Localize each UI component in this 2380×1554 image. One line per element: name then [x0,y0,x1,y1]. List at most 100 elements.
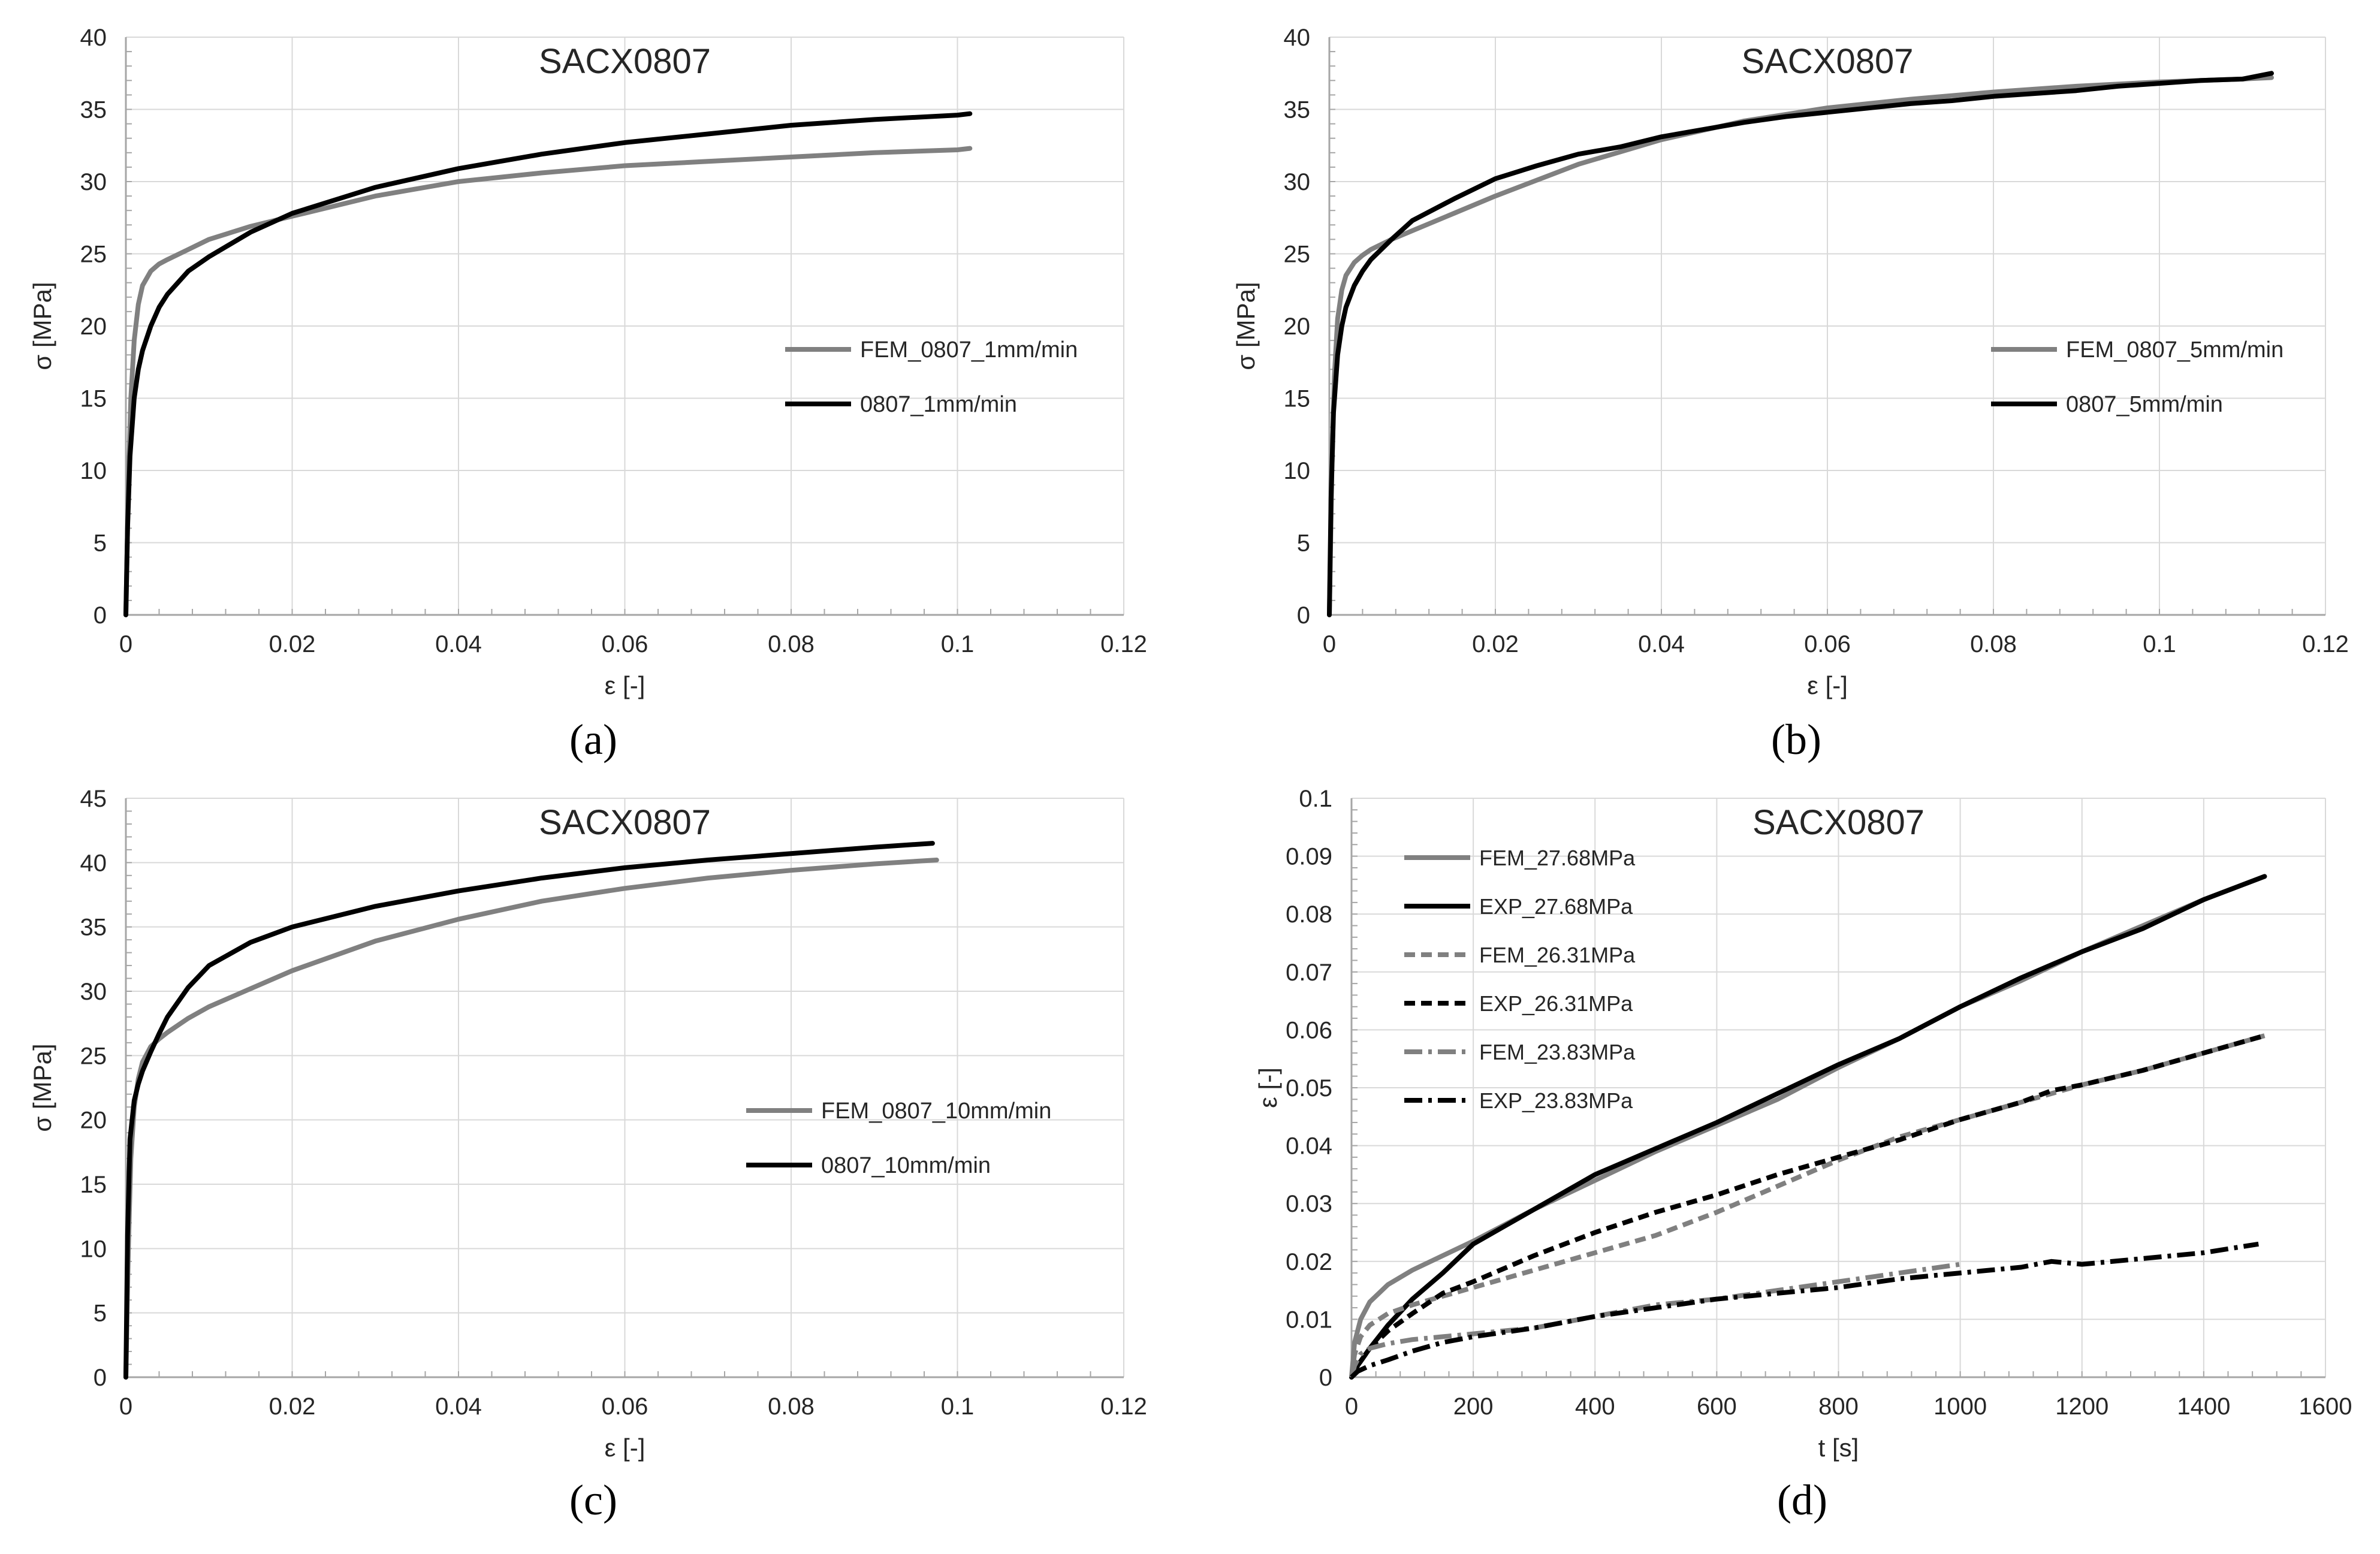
y-tick-label: 0.09 [1286,844,1332,870]
x-tick-label: 0.1 [941,1393,975,1420]
chart-panel-a: 0 5 10 15 20 25 30 35 40 0 0.02 0.04 0.06 0.08 0.1 0.12… [28,25,1147,764]
y-tick-label: 0.07 [1286,959,1332,986]
chart-panel-d: 0 0.01 0.02 0.03 0.04 0.05 0.06 0.07 0.08 0.09 0.1… [1254,786,2352,1524]
y-axis-label: ε [-] [1254,1067,1282,1108]
x-tick-label: 0.04 [435,631,482,657]
y-tick-label: 5 [93,1300,107,1327]
y-tick-label: 0.08 [1286,901,1332,928]
panel-label: (a) [569,716,617,764]
x-tick-label: 0 [119,1393,132,1420]
x-axis-label: ε [-] [605,1434,645,1462]
y-tick-label: 25 [80,242,107,268]
legend-label: 0807_5mm/min [2066,392,2223,417]
y-tick-label: 30 [1284,169,1311,195]
y-tick-label: 20 [80,313,107,340]
x-tick-label: 0.08 [768,631,815,657]
x-tick-label: 800 [1818,1393,1859,1420]
series-line [1349,1033,2266,1378]
y-tick-label: 15 [80,386,107,412]
legend-label: 0807_1mm/min [860,392,1017,417]
x-tick-label: 0.04 [1638,631,1685,657]
legend-label: FEM_0807_5mm/min [2066,337,2284,363]
x-tick-label: 600 [1697,1393,1737,1420]
chart-title: SACX0807 [539,42,711,81]
x-axis-label: ε [-] [1807,671,1848,699]
x-tick-label: 0.12 [1100,631,1147,657]
x-tick-label: 400 [1575,1393,1615,1420]
y-tick-label: 40 [80,25,107,51]
legend-label: FEM_0807_10mm/min [821,1099,1051,1124]
x-tick-label: 0 [119,631,132,657]
x-tick-label: 0.1 [941,631,975,657]
y-tick-label: 0.1 [1299,786,1332,812]
x-tick-label: 1000 [1933,1393,1987,1420]
series-line [123,841,935,1380]
y-tick-label: 0 [93,1365,107,1391]
series-line [123,111,973,617]
y-tick-label: 0.05 [1286,1075,1332,1102]
x-tick-label: 0.12 [2302,631,2349,657]
y-tick-label: 0.02 [1286,1249,1332,1275]
chart-panel-b: 0 5 10 15 20 25 30 35 40 0 0.02 0.04 0.06 0.08 0.1 0.12… [1232,25,2349,764]
x-tick-label: 0 [1323,631,1336,657]
legend-label: EXP_23.83MPa [1479,1088,1633,1113]
legend-label: EXP_26.31MPa [1479,991,1633,1016]
x-tick-label: 1600 [2299,1393,2352,1420]
y-tick-label: 0.01 [1286,1306,1332,1333]
series-line [1327,75,2274,617]
x-tick-label: 200 [1453,1393,1494,1420]
y-axis-label: σ [MPa] [28,282,56,370]
y-axis-label: σ [MPa] [1232,282,1260,370]
x-tick-label: 0.02 [269,1393,316,1420]
chart-title: SACX0807 [1742,42,1914,81]
x-tick-label: 0.04 [435,1393,482,1420]
y-tick-label: 5 [93,530,107,557]
y-tick-label: 40 [80,850,107,876]
x-axis-label: t [s] [1818,1434,1859,1462]
panel-label: (b) [1771,716,1821,764]
x-tick-label: 1400 [2177,1393,2230,1420]
y-tick-label: 10 [1284,458,1311,484]
legend-label: EXP_27.68MPa [1479,894,1633,919]
x-tick-label: 0 [1345,1393,1358,1420]
y-tick-label: 35 [1284,97,1311,123]
y-tick-label: 25 [1284,242,1311,268]
x-tick-label: 0.06 [1804,631,1851,657]
y-tick-label: 15 [1284,386,1311,412]
x-tick-label: 0.02 [269,631,316,657]
x-tick-label: 0.12 [1100,1393,1147,1420]
legend-label: FEM_26.31MPa [1479,943,1636,967]
y-tick-label: 5 [1297,530,1310,557]
x-tick-label: 0.06 [602,631,648,657]
chart-panel-c: 0 5 10 15 20 25 30 35 40 45 0 0.02 0.04 0.06 0.08 0.1 0.… [28,786,1147,1524]
chart-title: SACX0807 [1752,803,1924,842]
y-tick-label: 25 [80,1043,107,1069]
legend-label: 0807_10mm/min [821,1153,991,1178]
y-tick-label: 0 [1319,1365,1332,1391]
y-tick-label: 0.06 [1286,1017,1332,1043]
y-tick-label: 0 [93,602,107,629]
series-line [1327,71,2274,617]
y-tick-label: 35 [80,915,107,941]
x-axis-label: ε [-] [605,671,645,699]
panel-label: (d) [1777,1476,1827,1524]
y-tick-label: 10 [80,1236,107,1262]
y-tick-label: 20 [80,1108,107,1134]
series-line [1349,1033,2266,1378]
y-axis-label: σ [MPa] [28,1043,56,1131]
x-tick-label: 1200 [2055,1393,2108,1420]
y-tick-label: 45 [80,786,107,812]
legend-label: FEM_23.83MPa [1479,1040,1636,1064]
x-tick-label: 0.08 [1970,631,2017,657]
y-tick-label: 0.03 [1286,1191,1332,1217]
x-tick-label: 0.06 [602,1393,648,1420]
series-line [1349,874,2267,1380]
legend-label: FEM_27.68MPa [1479,846,1636,870]
series-line [1350,1241,2259,1379]
y-tick-label: 40 [1284,25,1311,51]
legend-label: FEM_0807_1mm/min [860,337,1078,363]
panel-label: (c) [569,1476,617,1524]
